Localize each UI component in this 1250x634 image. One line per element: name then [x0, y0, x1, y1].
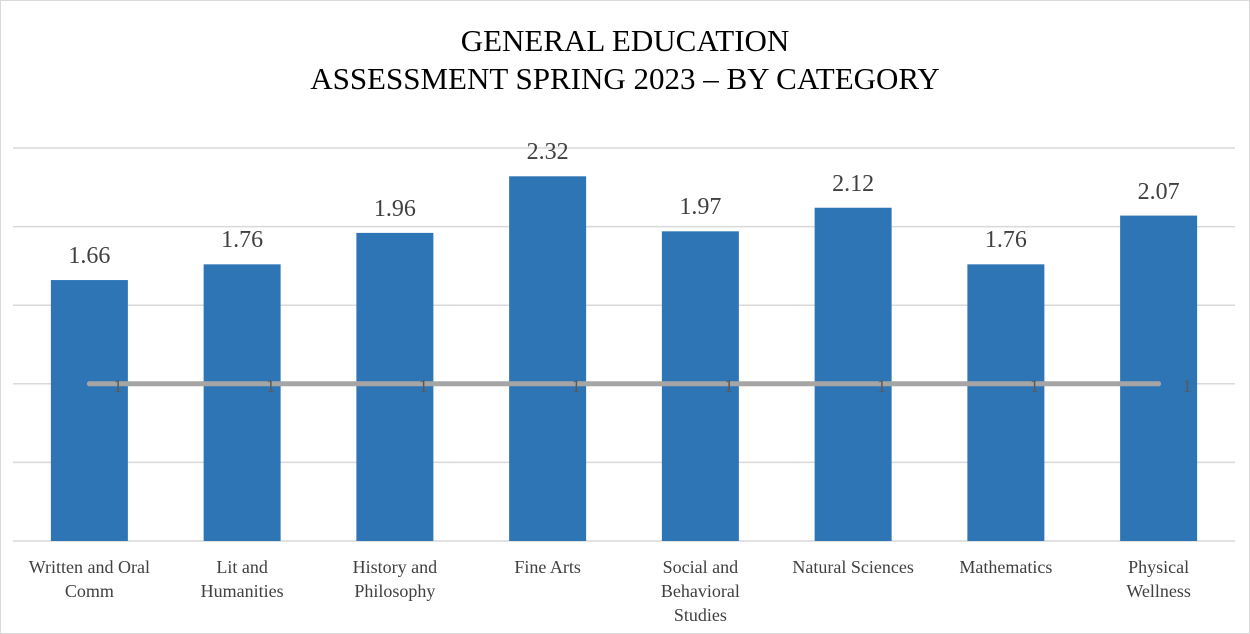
data-label: 1.66	[68, 243, 111, 270]
x-tick-label: Lit and Humanities	[200, 557, 284, 601]
data-label: 2.32	[526, 139, 569, 166]
data-label: 2.07	[1137, 178, 1180, 205]
bar	[509, 176, 587, 541]
data-label: 2.12	[832, 170, 875, 197]
x-tick-label: Mathematics	[959, 557, 1053, 577]
line-data-label: 1	[1182, 375, 1192, 396]
x-tick-label: Physical Wellness	[1126, 557, 1191, 601]
chart-title: GENERAL EDUCATION ASSESSMENT SPRING 2023…	[310, 23, 940, 96]
data-label: 1.97	[679, 194, 722, 221]
data-label: 1.96	[373, 195, 416, 222]
bar	[50, 280, 128, 541]
bar	[203, 264, 281, 541]
bar	[967, 264, 1045, 541]
line-data-label: 1	[877, 375, 887, 396]
data-label: 1.76	[221, 227, 264, 254]
line-data-label: 1	[418, 375, 428, 396]
line-data-label: 1	[1029, 375, 1039, 396]
data-label: 1.76	[984, 227, 1027, 254]
x-tick-label: Fine Arts	[514, 557, 581, 577]
bar	[814, 207, 892, 541]
line-data-label: 1	[113, 375, 123, 396]
x-tick-label: Natural Sciences	[792, 557, 914, 577]
bar	[1120, 215, 1198, 541]
bar	[356, 232, 434, 541]
x-tick-label: Written and Oral Comm	[28, 557, 150, 601]
line-data-label: 1	[724, 375, 734, 396]
line-data-label: 1	[266, 375, 276, 396]
x-tick-label: Social and Behavioral Studies	[660, 557, 740, 625]
x-tick-label: History and Philosophy	[352, 557, 438, 601]
line-data-label: 1	[571, 375, 581, 396]
